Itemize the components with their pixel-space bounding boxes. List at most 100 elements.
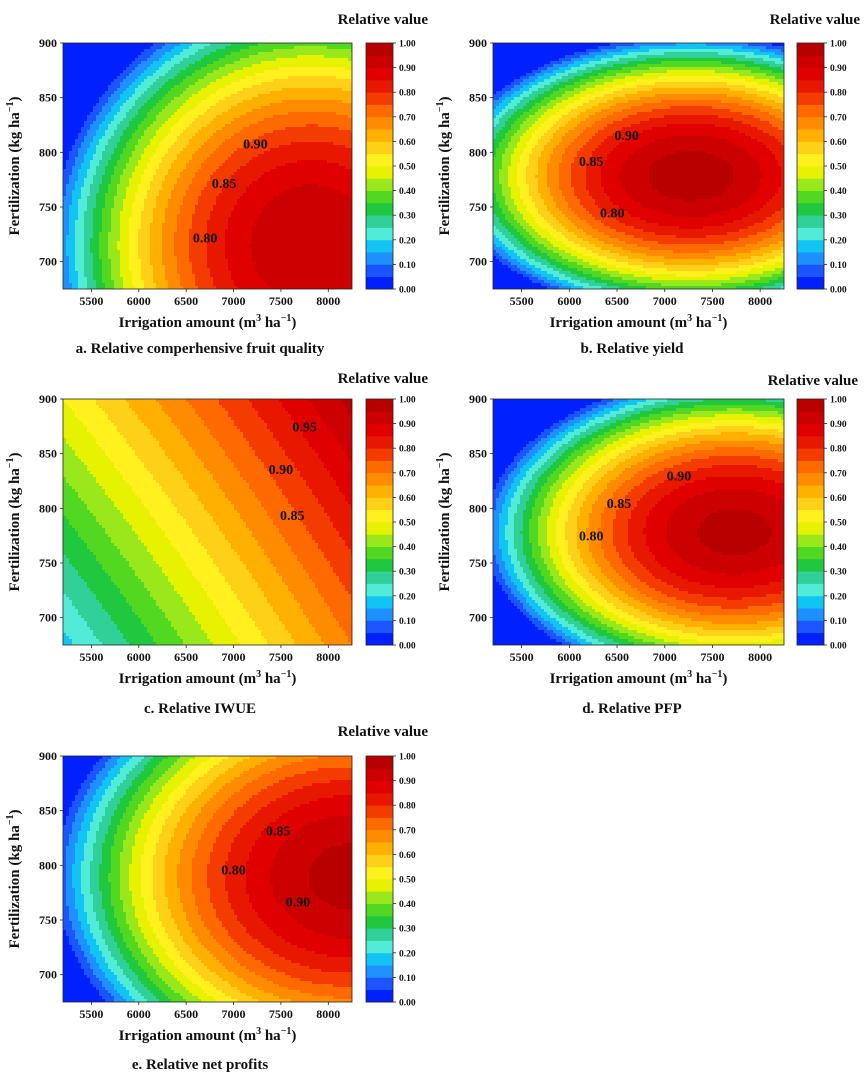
- x-tick-label: 5500: [79, 650, 103, 664]
- x-tick-label: 6500: [605, 650, 629, 664]
- colorbar-tick-label: 0.90: [830, 64, 847, 74]
- colorbar-segment: [797, 632, 824, 646]
- contour-label: 0.85: [212, 177, 237, 192]
- colorbar-tick-label: 0.30: [399, 212, 416, 222]
- colorbar-segment: [797, 558, 824, 572]
- colorbar-tick-label: 0.20: [830, 236, 847, 246]
- colorbar-tick-label: 0.00: [399, 286, 416, 296]
- y-tick-label: 800: [39, 858, 57, 872]
- colorbar-tick-label: 0.20: [399, 592, 416, 602]
- colorbar-tick-label: 0.10: [399, 261, 416, 271]
- panel-caption: c. Relative IWUE: [144, 701, 256, 717]
- colorbar-segment: [366, 817, 393, 831]
- contour-label: 0.90: [667, 470, 692, 485]
- colorbar-segment: [366, 67, 393, 81]
- x-tick-label: 6000: [127, 294, 151, 308]
- colorbar-segment: [366, 79, 393, 93]
- colorbar-tick-label: 0.80: [830, 89, 847, 99]
- colorbar-tick-label: 1.00: [399, 40, 416, 50]
- contour-field-d: [493, 399, 784, 645]
- colorbar-segment: [366, 227, 393, 241]
- y-axis-label: Fertilization (kg ha−1): [5, 809, 23, 948]
- colorbar-tick-label: 0.70: [399, 826, 416, 836]
- colorbar: 0.00 0.10 0.20 0.30 0.40 0.50 0.60 0.70 0.80 0.90…: [365, 396, 416, 652]
- colorbar-tick-label: 0.20: [399, 236, 416, 246]
- colorbar-segment: [797, 252, 824, 265]
- colorbar-tick-label: 0.20: [399, 949, 416, 959]
- colorbar-segment: [366, 558, 393, 572]
- colorbar-tick-label: 0.60: [830, 494, 847, 504]
- colorbar-title: Relative value: [338, 371, 429, 387]
- panel-caption: b. Relative yield: [581, 341, 685, 357]
- x-tick-label: 7500: [269, 1007, 293, 1021]
- contour-label: 0.80: [193, 232, 218, 247]
- colorbar-segment: [366, 522, 393, 535]
- y-tick-label: 750: [39, 913, 57, 927]
- contour-field-c: [63, 399, 352, 645]
- contour-label: 0.85: [607, 497, 632, 512]
- colorbar-tick-label: 0.00: [399, 642, 416, 652]
- colorbar-segment: [366, 608, 393, 621]
- colorbar-segment: [797, 239, 824, 253]
- x-tick-label: 6500: [174, 1007, 198, 1021]
- colorbar-tick-label: 0.10: [830, 617, 847, 627]
- x-tick-label: 7500: [269, 294, 293, 308]
- contour-label: 0.80: [579, 530, 604, 545]
- x-tick-label: 7000: [222, 1007, 246, 1021]
- plot-frame: [62, 398, 353, 646]
- colorbar-segment: [366, 166, 393, 179]
- colorbar-segment: [366, 153, 393, 167]
- colorbar-segment: [366, 866, 393, 880]
- x-axis-label: Irrigation amount (m3 ha−1): [119, 313, 297, 331]
- colorbar-segment: [797, 116, 824, 130]
- colorbar-tick-label: 1.00: [399, 396, 416, 406]
- x-axis-label: Irrigation amount (m3 ha−1): [119, 669, 297, 687]
- colorbar-segment: [366, 534, 393, 547]
- colorbar-segment: [797, 423, 824, 437]
- panel-caption: e. Relative net profits: [132, 1057, 269, 1073]
- plot-frame: [62, 42, 353, 290]
- x-tick-label: 7000: [653, 294, 677, 308]
- y-tick-label: 850: [39, 91, 57, 105]
- colorbar-title: Relative value: [338, 12, 429, 28]
- colorbar-segment: [366, 129, 393, 142]
- colorbar-tick-label: 0.00: [830, 286, 847, 296]
- colorbar-segment: [797, 411, 824, 424]
- colorbar-title: Relative value: [768, 373, 859, 389]
- contour-label: 0.85: [280, 509, 305, 524]
- colorbar-segment: [797, 129, 824, 142]
- colorbar-tick-label: 0.80: [399, 802, 416, 812]
- colorbar-segment: [366, 546, 393, 560]
- y-tick-label: 700: [39, 968, 57, 982]
- x-tick-label: 8000: [748, 294, 772, 308]
- colorbar-segment: [366, 792, 393, 806]
- colorbar-segment: [797, 104, 824, 118]
- colorbar-segment: [366, 190, 393, 204]
- y-tick-label: 900: [39, 392, 57, 406]
- colorbar-tick-label: 0.30: [830, 212, 847, 222]
- colorbar-segment: [366, 55, 393, 68]
- colorbar-segment: [366, 989, 393, 1003]
- y-axis-label: Fertilization (kg ha−1): [5, 96, 23, 235]
- colorbar-tick-label: 0.80: [399, 89, 416, 99]
- colorbar-segment: [366, 485, 393, 498]
- colorbar-tick-label: 0.40: [830, 187, 847, 197]
- colorbar-segment: [366, 411, 393, 424]
- colorbar-segment: [366, 632, 393, 646]
- colorbar-segment: [366, 472, 393, 486]
- colorbar-tick-label: 0.30: [399, 568, 416, 578]
- colorbar-segment: [366, 509, 393, 523]
- colorbar-tick-label: 0.90: [399, 64, 416, 74]
- colorbar-segment: [797, 608, 824, 621]
- colorbar-tick-label: 0.40: [399, 900, 416, 910]
- panel-a: 5500 6000 6500 7000 7500 8000 700 750 800 850 900 I…: [5, 12, 428, 357]
- x-tick-label: 7000: [222, 650, 246, 664]
- colorbar-segment: [797, 534, 824, 547]
- colorbar-segment: [366, 571, 393, 584]
- colorbar-tick-label: 0.80: [830, 445, 847, 455]
- panel-b: 5500 6000 6500 7000 7500 8000 700 750 800 850 900 I…: [435, 12, 860, 357]
- y-tick-label: 800: [469, 501, 487, 515]
- colorbar-tick-label: 0.80: [399, 445, 416, 455]
- colorbar-tick-label: 0.60: [399, 138, 416, 148]
- colorbar-segment: [366, 928, 393, 941]
